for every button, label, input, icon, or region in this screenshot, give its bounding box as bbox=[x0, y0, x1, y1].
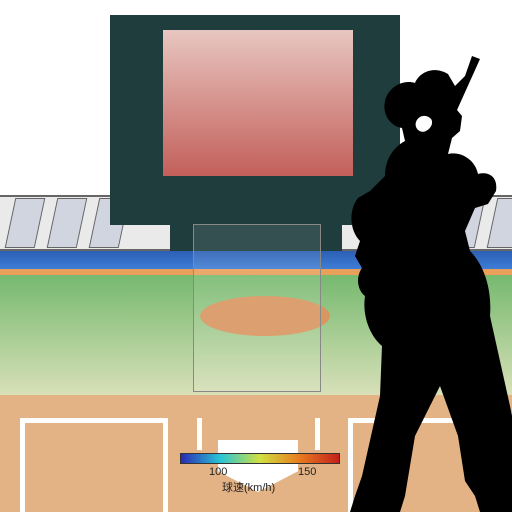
batter-box-left bbox=[20, 418, 168, 512]
batter-silhouette bbox=[310, 56, 512, 512]
colorbar-tick: 100 bbox=[209, 466, 227, 478]
strike-zone-box bbox=[193, 224, 321, 392]
plate-line bbox=[197, 418, 202, 450]
colorbar-label: 球速(km/h) bbox=[222, 479, 275, 495]
